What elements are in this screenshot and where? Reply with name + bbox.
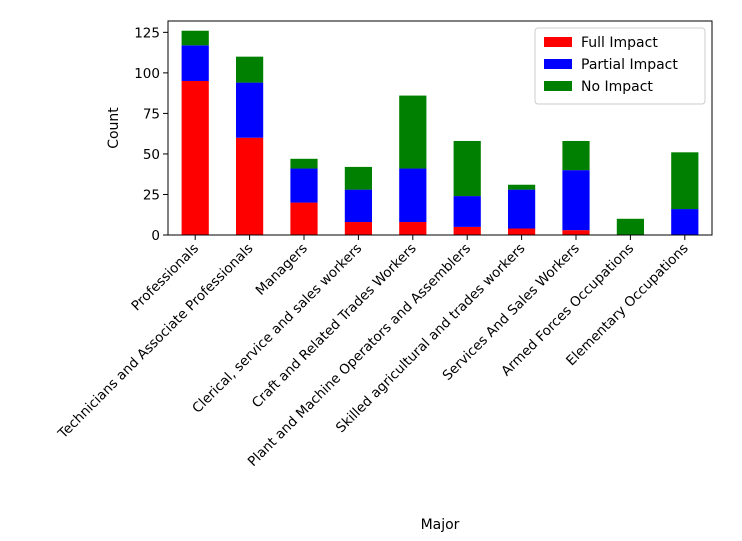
bar-partial-impact-skilled-agricultural-and-trades-workers	[508, 189, 536, 229]
legend-label-partial-impact: Partial Impact	[581, 57, 678, 73]
bar-partial-impact-services-and-sales-workers	[562, 170, 590, 231]
legend-label-no-impact: No Impact	[581, 79, 653, 95]
y-tick-label: 100	[134, 66, 160, 82]
x-axis-label: Major	[421, 517, 460, 533]
bar-no-impact-managers	[290, 158, 318, 169]
bar-no-impact-clerical-service-and-sales-workers	[344, 166, 372, 190]
bar-no-impact-professionals	[181, 30, 209, 46]
bar-no-impact-craft-and-related-trades-workers	[399, 95, 427, 169]
bar-no-impact-elementary-occupations	[671, 152, 699, 210]
bar-partial-impact-elementary-occupations	[671, 209, 699, 235]
legend-box	[534, 27, 706, 105]
y-tick-label: 75	[143, 106, 160, 122]
bar-partial-impact-clerical-service-and-sales-workers	[344, 189, 372, 223]
bar-full-impact-craft-and-related-trades-workers	[399, 222, 427, 235]
bar-full-impact-managers	[290, 202, 318, 235]
y-tick-label: 50	[143, 147, 160, 163]
bar-full-impact-plant-and-machine-operators-and-assemblers	[453, 226, 481, 235]
bar-full-impact-services-and-sales-workers	[562, 230, 590, 235]
plot-frame	[167, 20, 713, 236]
bar-partial-impact-craft-and-related-trades-workers	[399, 168, 427, 223]
bar-no-impact-skilled-agricultural-and-trades-workers	[508, 184, 536, 190]
y-tick-label: 25	[143, 187, 160, 203]
bar-no-impact-armed-forces-occupations	[616, 218, 644, 235]
y-axis: 0 25 50 75 100 125	[134, 25, 168, 244]
legend-swatch-partial-impact	[544, 59, 572, 69]
bar-full-impact-professionals	[181, 80, 209, 235]
bar-full-impact-technicians-and-associate-professionals	[236, 137, 264, 235]
y-axis-label: Count	[106, 107, 122, 149]
bar-partial-impact-technicians-and-associate-professionals	[236, 82, 264, 138]
legend: Full Impact Partial Impact No Impact	[534, 27, 706, 105]
y-tick-label: 125	[134, 25, 160, 41]
bar-full-impact-clerical-service-and-sales-workers	[344, 222, 372, 235]
bar-partial-impact-plant-and-machine-operators-and-assemblers	[453, 196, 481, 227]
y-tick-label: 0	[151, 228, 160, 244]
bar-no-impact-technicians-and-associate-professionals	[236, 56, 264, 83]
bar-no-impact-services-and-sales-workers	[562, 140, 590, 171]
bar-partial-impact-professionals	[181, 45, 209, 81]
bar-full-impact-skilled-agricultural-and-trades-workers	[508, 228, 536, 235]
legend-label-full-impact: Full Impact	[581, 35, 658, 51]
bar-no-impact-plant-and-machine-operators-and-assemblers	[453, 140, 481, 197]
bars-group	[181, 30, 699, 235]
bar-partial-impact-managers	[290, 168, 318, 203]
legend-swatch-full-impact	[544, 37, 572, 47]
legend-swatch-no-impact	[544, 81, 572, 91]
